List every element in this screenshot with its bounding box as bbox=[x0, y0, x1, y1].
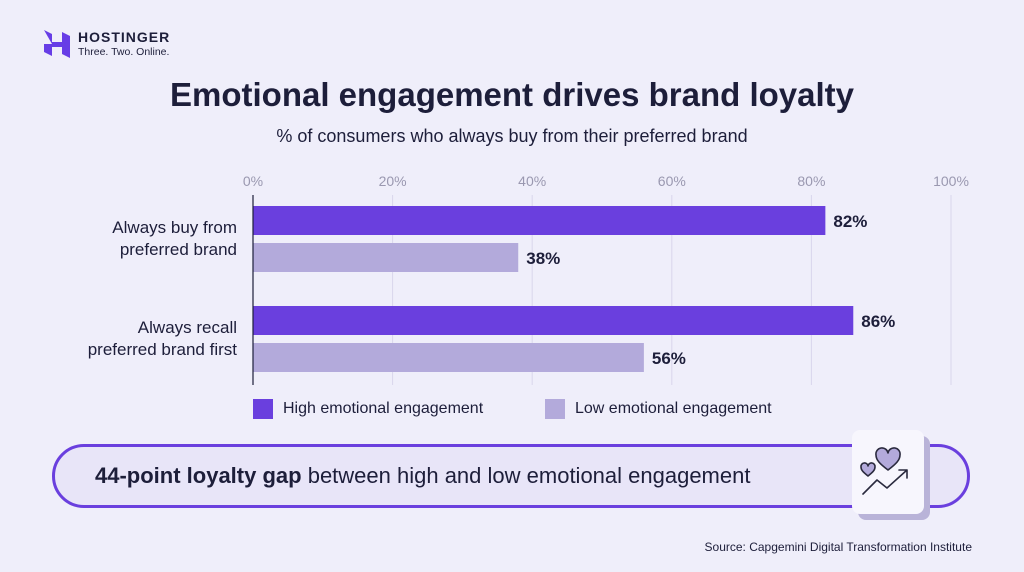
hostinger-logo-icon bbox=[44, 30, 70, 58]
callout-rest: between high and low emotional engagemen… bbox=[301, 463, 751, 488]
bar-high bbox=[253, 306, 854, 335]
hearts-trend-up-icon bbox=[860, 447, 908, 495]
callout-icon-box bbox=[852, 430, 924, 514]
legend-label: Low emotional engagement bbox=[575, 400, 772, 417]
chart-title: Emotional engagement drives brand loyalt… bbox=[170, 76, 854, 113]
callout-banner bbox=[52, 444, 970, 508]
legend-item-low: Low emotional engagement bbox=[545, 399, 772, 419]
callout-bold: 44-point loyalty gap bbox=[95, 463, 302, 488]
bar-chart: 0% 20% 40% 60% 80% 100% 82% 38% 86% 56% bbox=[243, 173, 969, 385]
tick-label: 60% bbox=[658, 173, 686, 189]
source-note: Source: Capgemini Digital Transformation… bbox=[704, 540, 972, 554]
bar-high bbox=[253, 206, 826, 235]
category-label-line: preferred brand first bbox=[87, 340, 237, 359]
category-label-2: Always recall preferred brand first bbox=[37, 317, 237, 361]
legend-swatch bbox=[545, 399, 565, 419]
bar-low bbox=[253, 243, 519, 272]
category-label-line: Always recall bbox=[137, 318, 237, 337]
category-label-line: Always buy from bbox=[112, 218, 237, 237]
data-label: 56% bbox=[652, 349, 686, 368]
bar-low bbox=[253, 343, 644, 372]
data-label: 38% bbox=[526, 249, 560, 268]
legend-label: High emotional engagement bbox=[283, 400, 484, 417]
data-label: 82% bbox=[833, 212, 867, 231]
brand-name: HOSTINGER bbox=[78, 29, 171, 45]
category-label-1: Always buy from preferred brand bbox=[37, 217, 237, 261]
brand-tagline: Three. Two. Online. bbox=[78, 46, 170, 58]
legend-swatch bbox=[253, 399, 273, 419]
chart-subtitle: % of consumers who always buy from their… bbox=[276, 126, 748, 146]
legend-item-high: High emotional engagement bbox=[253, 399, 483, 419]
data-label: 86% bbox=[861, 312, 895, 331]
tick-label: 100% bbox=[933, 173, 969, 189]
tick-label: 40% bbox=[518, 173, 546, 189]
tick-label: 0% bbox=[243, 173, 263, 189]
tick-label: 20% bbox=[379, 173, 407, 189]
callout-text: 44-point loyalty gap between high and lo… bbox=[95, 463, 750, 489]
category-label-line: preferred brand bbox=[119, 240, 237, 259]
tick-label: 80% bbox=[797, 173, 825, 189]
